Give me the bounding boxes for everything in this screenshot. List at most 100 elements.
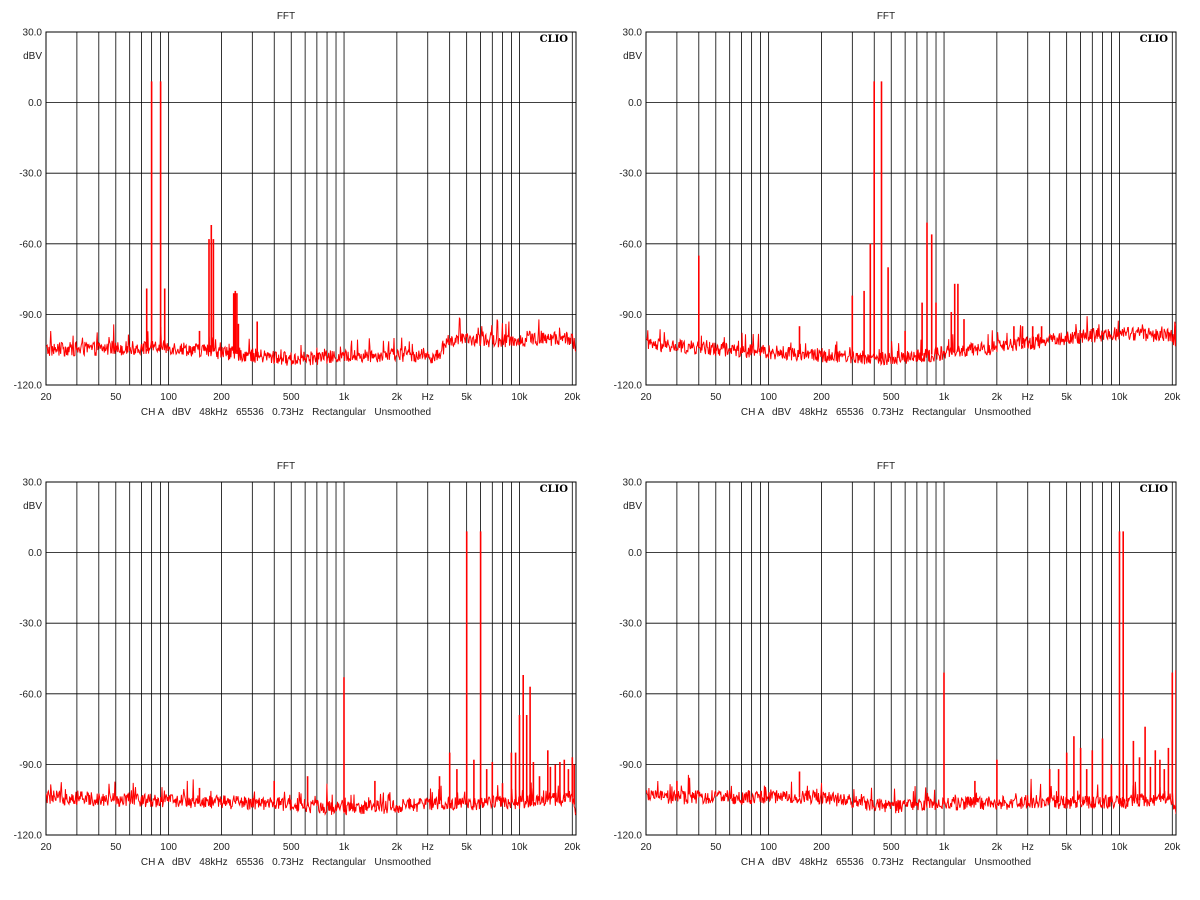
chart-title: FFT [877, 11, 895, 22]
x-tick-label: 500 [283, 842, 300, 853]
x-tick-label: 20 [40, 842, 52, 853]
y-tick-label: -30.0 [619, 169, 642, 180]
fft-panel-1: FFT 30.0 0.0 -30.0 -60.0 -90.0 -120.0 dBV 20 50 10… [0, 0, 600, 450]
measurement-settings: CH A dBV 48kHz 65536 0.73Hz Rectangular … [741, 407, 1031, 418]
x-tick-label: 1k [339, 392, 351, 403]
x-tick-label: 20 [640, 392, 652, 403]
y-tick-label: 30.0 [23, 478, 43, 489]
x-tick-label: 500 [883, 392, 900, 403]
fft-chart-svg: FFT 30.0 0.0 -30.0 -60.0 -90.0 -120.0 dBV 20 50 10… [614, 11, 1182, 418]
y-tick-label: -60.0 [619, 239, 642, 250]
noise-floor-trace [46, 317, 576, 366]
chart-title: FFT [877, 461, 895, 472]
noise-floor-trace [646, 316, 1176, 367]
y-tick-label: 0.0 [28, 98, 42, 109]
x-tick-label: 20 [40, 392, 52, 403]
noise-floor-trace [646, 774, 1176, 814]
clio-brand-logo: CLIO [1140, 34, 1169, 45]
chart-title: FFT [277, 461, 295, 472]
x-tick-label: 100 [760, 842, 777, 853]
x-tick-label: 200 [813, 392, 830, 403]
y-tick-label: -60.0 [19, 239, 42, 250]
measurement-settings: CH A dBV 48kHz 65536 0.73Hz Rectangular … [741, 857, 1031, 868]
x-tick-label: 10k [511, 392, 528, 403]
x-tick-label: 5k [1061, 842, 1073, 853]
y-tick-label: -60.0 [619, 689, 642, 700]
plot-area [645, 481, 1177, 836]
x-tick-label: 500 [283, 392, 300, 403]
x-axis-label: Hz [422, 392, 434, 403]
x-tick-label: 200 [813, 842, 830, 853]
y-tick-label: -90.0 [619, 760, 642, 771]
x-tick-label: 1k [939, 842, 951, 853]
x-tick-label: 5k [461, 842, 473, 853]
x-tick-label: 20k [564, 392, 581, 403]
y-axis-label: dBV [623, 51, 642, 62]
x-tick-label: 1k [339, 842, 351, 853]
x-tick-label: 5k [1061, 392, 1073, 403]
y-tick-label: -120.0 [614, 381, 643, 392]
y-axis-label: dBV [23, 501, 42, 512]
x-tick-label: 500 [883, 842, 900, 853]
x-tick-label: 100 [760, 392, 777, 403]
x-tick-label: 2k [992, 392, 1004, 403]
fft-panel-3: FFT 30.0 0.0 -30.0 -60.0 -90.0 -120.0 dBV 20 50 10… [0, 450, 600, 900]
fft-chart-svg: FFT 30.0 0.0 -30.0 -60.0 -90.0 -120.0 dBV 20 50 10… [14, 11, 582, 418]
x-tick-label: 2k [392, 842, 404, 853]
x-tick-label: 20k [1164, 842, 1181, 853]
clio-brand-logo: CLIO [1140, 484, 1169, 495]
y-tick-label: -60.0 [19, 689, 42, 700]
x-tick-label: 200 [213, 842, 230, 853]
x-axis-label: Hz [1022, 392, 1034, 403]
y-axis-label: dBV [23, 51, 42, 62]
x-tick-label: 200 [213, 392, 230, 403]
x-tick-label: 100 [160, 842, 177, 853]
y-axis-label: dBV [623, 501, 642, 512]
x-tick-label: 50 [710, 392, 722, 403]
x-tick-label: 10k [1111, 392, 1128, 403]
x-tick-label: 50 [710, 842, 722, 853]
y-tick-label: -90.0 [19, 310, 42, 321]
y-tick-label: -120.0 [614, 831, 643, 842]
x-axis-label: Hz [422, 842, 434, 853]
y-tick-label: -90.0 [19, 760, 42, 771]
x-tick-label: 2k [992, 842, 1004, 853]
x-tick-label: 10k [1111, 842, 1128, 853]
y-tick-label: -30.0 [19, 619, 42, 630]
x-tick-label: 50 [110, 842, 122, 853]
y-tick-label: 30.0 [23, 28, 43, 39]
y-tick-label: -30.0 [619, 619, 642, 630]
y-tick-label: -90.0 [619, 310, 642, 321]
x-tick-label: 20k [1164, 392, 1181, 403]
y-tick-label: 30.0 [623, 478, 643, 489]
x-axis-label: Hz [1022, 842, 1034, 853]
y-tick-label: 0.0 [628, 548, 642, 559]
fft-panel-2: FFT 30.0 0.0 -30.0 -60.0 -90.0 -120.0 dBV 20 50 10… [600, 0, 1200, 450]
noise-floor-trace [46, 779, 576, 816]
y-tick-label: -120.0 [14, 381, 43, 392]
plot-area [45, 31, 577, 386]
chart-title: FFT [277, 11, 295, 22]
y-tick-label: -120.0 [14, 831, 43, 842]
x-tick-label: 20k [564, 842, 581, 853]
y-tick-label: 0.0 [628, 98, 642, 109]
x-tick-label: 100 [160, 392, 177, 403]
y-tick-label: -30.0 [19, 169, 42, 180]
x-tick-label: 1k [939, 392, 951, 403]
plot-area [45, 481, 577, 836]
x-tick-label: 5k [461, 392, 473, 403]
x-tick-label: 2k [392, 392, 404, 403]
y-tick-label: 0.0 [28, 548, 42, 559]
measurement-settings: CH A dBV 48kHz 65536 0.73Hz Rectangular … [141, 407, 431, 418]
y-tick-label: 30.0 [623, 28, 643, 39]
x-tick-label: 10k [511, 842, 528, 853]
fft-chart-svg: FFT 30.0 0.0 -30.0 -60.0 -90.0 -120.0 dBV 20 50 10… [14, 461, 582, 868]
x-tick-label: 50 [110, 392, 122, 403]
fft-panel-4: FFT 30.0 0.0 -30.0 -60.0 -90.0 -120.0 dBV 20 50 10… [600, 450, 1200, 900]
clio-brand-logo: CLIO [540, 34, 569, 45]
fft-chart-svg: FFT 30.0 0.0 -30.0 -60.0 -90.0 -120.0 dBV 20 50 10… [614, 461, 1182, 868]
x-tick-label: 20 [640, 842, 652, 853]
clio-brand-logo: CLIO [540, 484, 569, 495]
measurement-settings: CH A dBV 48kHz 65536 0.73Hz Rectangular … [141, 857, 431, 868]
